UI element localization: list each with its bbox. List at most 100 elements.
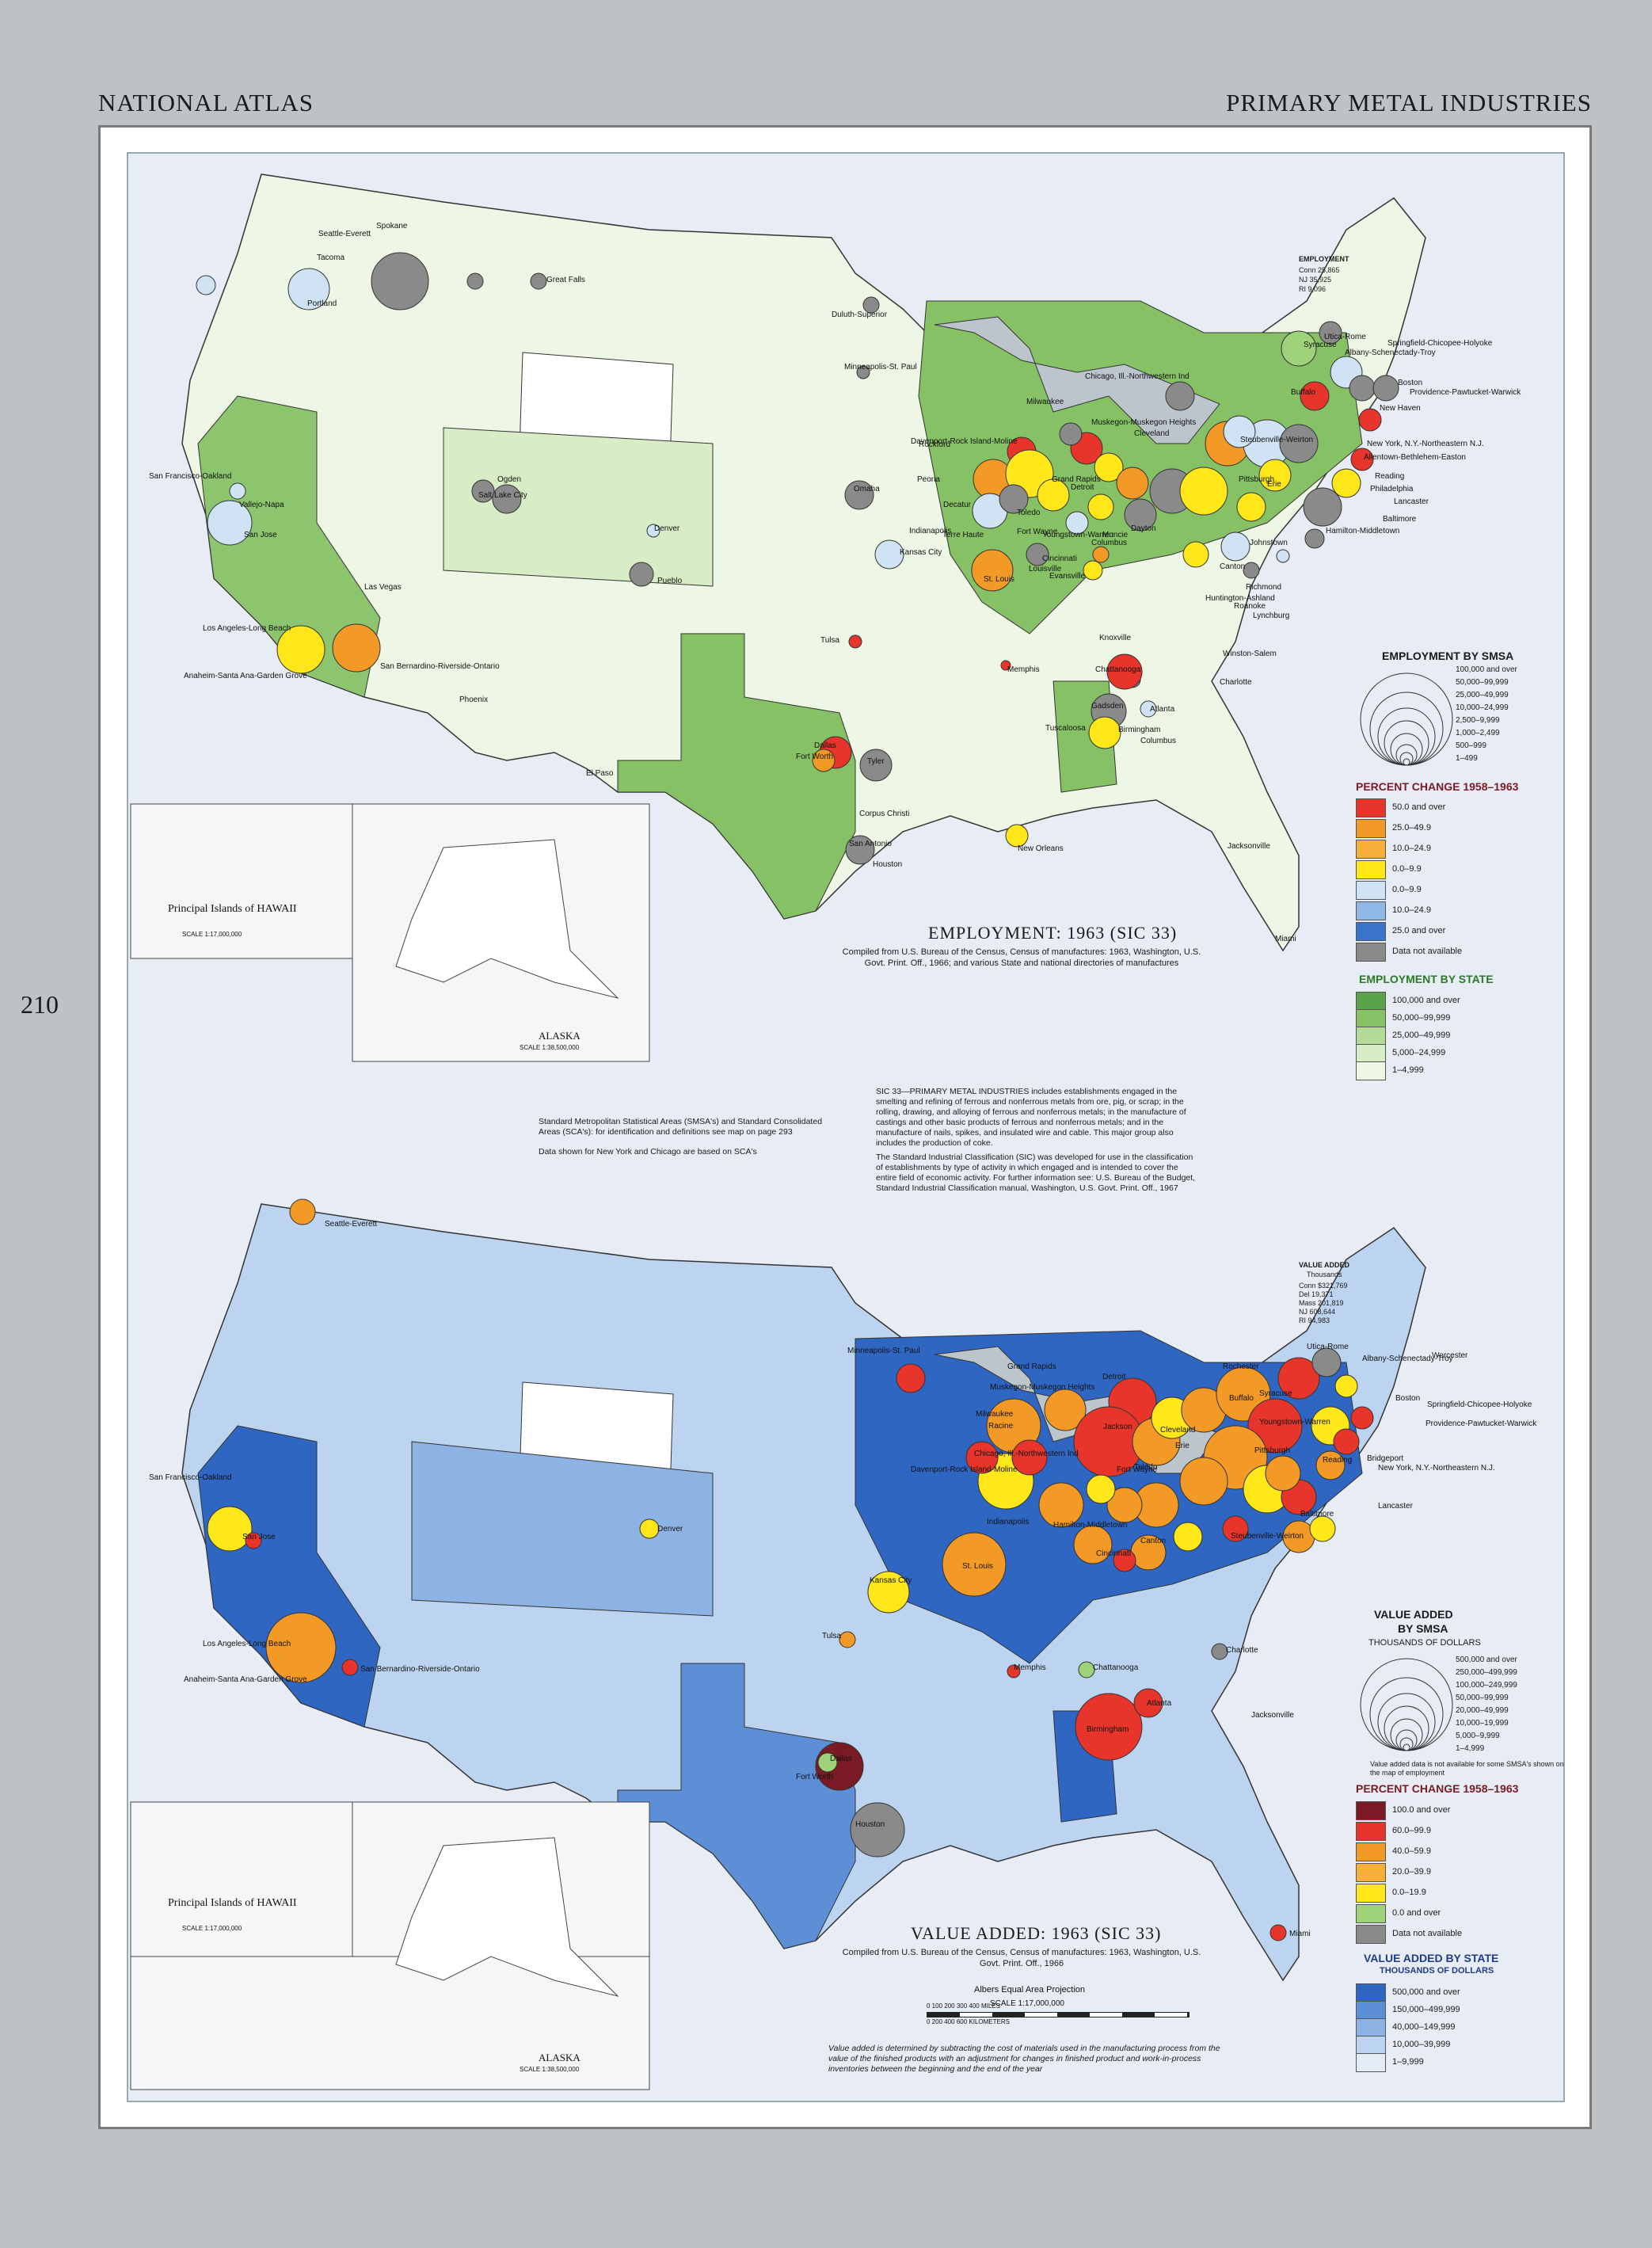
legend2-state-swatch	[1356, 2036, 1386, 2055]
city-label: Rochester	[1223, 1362, 1259, 1371]
legend1-change-label: 50.0 and over	[1392, 802, 1446, 812]
note-sic: SIC 33—PRIMARY METAL INDUSTRIES includes…	[876, 1087, 1186, 1148]
city-label: Los Angeles-Long Beach	[203, 1640, 291, 1648]
hawaii-label-1: Principal Islands of HAWAII	[168, 903, 297, 915]
legend1-change-swatch	[1356, 901, 1386, 920]
smsa-circle	[1269, 1924, 1287, 1941]
smsa-circle	[850, 1802, 905, 1857]
city-label: Chattanooga	[1093, 1663, 1139, 1672]
legend-size-circle	[1360, 1658, 1453, 1751]
city-label: Erie	[1267, 480, 1281, 489]
smsa-circle	[1179, 467, 1228, 516]
city-label: Dallas	[814, 741, 836, 750]
value-box-row: Del 19,371	[1299, 1290, 1334, 1298]
value-footnote: Value added is determined by subtracting…	[828, 2044, 1220, 2074]
city-label: Muncie	[1102, 531, 1129, 539]
state-fill-tx-2	[617, 1663, 856, 1949]
map1-title: EMPLOYMENT: 1963 (SIC 33)	[928, 923, 1178, 943]
city-label: Charlotte	[1226, 1646, 1258, 1655]
smsa-circle	[287, 268, 330, 311]
city-label: Canton	[1220, 562, 1246, 571]
city-label: Houston	[855, 1820, 885, 1829]
legend2-smsa-title: VALUE ADDED	[1374, 1608, 1453, 1621]
city-label: New York, N.Y.-Northeastern N.J.	[1378, 1464, 1495, 1473]
smsa-circle	[1075, 1693, 1143, 1761]
legend1-change-swatch	[1356, 860, 1386, 879]
legend1-smsa-item: 10,000–24,999	[1456, 703, 1509, 712]
smsa-circle	[1086, 1474, 1116, 1504]
smsa-circle	[1276, 549, 1290, 563]
city-label: Charlotte	[1220, 678, 1252, 687]
legend1-change-swatch	[1356, 840, 1386, 859]
legend1-state-title: EMPLOYMENT BY STATE	[1359, 973, 1494, 985]
city-label: Chattanooga	[1095, 665, 1141, 674]
legend1-state-swatch	[1356, 1061, 1386, 1080]
alaska-shape-1	[395, 839, 619, 999]
city-label: Erie	[1175, 1442, 1190, 1450]
city-label: Pittsburgh	[1254, 1446, 1291, 1455]
legend-size-circle	[1395, 1729, 1418, 1751]
legend1-smsa-item: 50,000–99,999	[1456, 678, 1509, 687]
smsa-circle	[1319, 321, 1342, 345]
smsa-circle	[471, 479, 495, 503]
legend1-smsa-title: EMPLOYMENT BY SMSA	[1382, 650, 1514, 662]
legend1-change-swatch	[1356, 819, 1386, 838]
city-label: Portland	[307, 299, 337, 308]
city-label: Hamilton-Middletown	[1326, 527, 1400, 535]
state-fill-ut-co	[443, 427, 714, 587]
city-label: Dallas	[830, 1755, 852, 1763]
city-label: Fort Worth	[796, 753, 834, 761]
smsa-circle	[1133, 1688, 1163, 1718]
smsa-circle	[1037, 478, 1070, 512]
smsa-circle	[862, 296, 880, 314]
smsa-circle	[1044, 1389, 1087, 1431]
city-label: Minneapolis-St. Paul	[844, 363, 917, 371]
legend1-state-label: 25,000–49,999	[1392, 1031, 1451, 1040]
city-label: Muskegon-Muskegon Heights	[990, 1383, 1095, 1392]
city-label: Kansas City	[900, 548, 942, 557]
city-label: San Bernardino-Riverside-Ontario	[380, 662, 500, 671]
city-label: Louisville	[1029, 565, 1062, 573]
city-label: Davenport-Rock Island-Moline	[911, 437, 1018, 446]
legend1-change-label: Data not available	[1392, 947, 1463, 956]
city-label: Detroit	[1071, 483, 1094, 492]
legend1-change-label: 25.0–49.9	[1392, 823, 1431, 833]
smsa-circle	[1220, 532, 1250, 562]
smsa-circle	[812, 749, 836, 772]
city-label: San Jose	[244, 531, 277, 539]
legend2-state-swatch	[1356, 2018, 1386, 2037]
smsa-circle	[1304, 528, 1325, 549]
legend2-change-label: 40.0–59.9	[1392, 1846, 1431, 1856]
legend2-change-swatch	[1356, 1925, 1386, 1944]
state-fill-mountain-2	[411, 1441, 714, 1617]
alaska-label-1: ALASKA	[539, 1030, 580, 1042]
legend-size-circle	[1360, 672, 1453, 766]
city-label: Chicago, Ill.-Northwestern Ind	[1085, 372, 1190, 381]
city-label: Lancaster	[1378, 1502, 1413, 1511]
city-label: Denver	[657, 1525, 683, 1534]
smsa-circle	[856, 365, 870, 379]
city-label: Baltimore	[1383, 515, 1417, 524]
city-label: Canton	[1140, 1537, 1167, 1545]
legend1-change-title: PERCENT CHANGE 1958–1963	[1356, 780, 1519, 793]
city-label: Cleveland	[1160, 1426, 1196, 1435]
smsa-circle	[196, 275, 216, 295]
city-label: Syracuse	[1304, 341, 1337, 349]
alaska-label-2: ALASKA	[539, 2052, 580, 2063]
map2-title: VALUE ADDED: 1963 (SIC 33)	[911, 1923, 1162, 1943]
smsa-circle	[1303, 487, 1342, 527]
smsa-circle	[1007, 1664, 1021, 1678]
city-label: Pueblo	[657, 577, 683, 585]
smsa-circle	[817, 1752, 838, 1773]
hawaii-label-2: Principal Islands of HAWAII	[168, 1897, 297, 1909]
alaska-scale-1: SCALE 1:38,500,000	[520, 1044, 580, 1051]
legend1-change-label: 25.0 and over	[1392, 926, 1446, 935]
smsa-circle	[1349, 375, 1376, 402]
legend2-smsa-item: 250,000–499,999	[1456, 1668, 1517, 1677]
city-label: Jacksonville	[1251, 1711, 1294, 1720]
city-label: Philadelphia	[1370, 485, 1414, 493]
city-label: Buffalo	[1229, 1394, 1254, 1403]
city-label: Davenport-Rock Island-Moline	[911, 1465, 1018, 1474]
legend-size-circle	[1403, 1743, 1410, 1751]
smsa-circle	[1000, 660, 1011, 671]
